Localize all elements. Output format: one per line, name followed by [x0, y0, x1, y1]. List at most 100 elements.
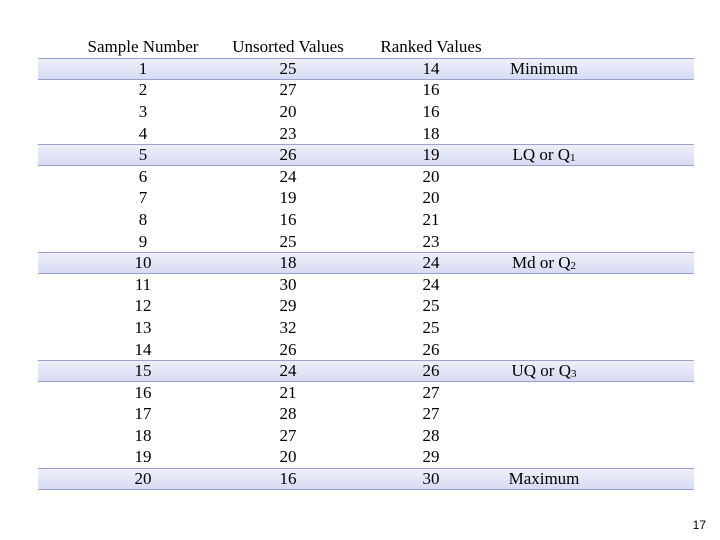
sample-number-cell: 4 — [138, 123, 148, 143]
statistic-label: Md or Q — [511, 253, 571, 273]
header-ranked-values: Ranked Values — [380, 37, 482, 56]
table-row: 19 20 29 — [38, 447, 694, 469]
table-header-row: Sample Number Unsorted Values Ranked Val… — [38, 36, 694, 58]
statistic-label-cell: Minimum — [484, 59, 604, 79]
statistic-label: Minimum — [509, 58, 578, 78]
sample-number-cell: 14 — [134, 339, 152, 359]
table-row: 6 24 20 — [38, 166, 694, 188]
ranked-value-cell: 25 — [422, 317, 440, 337]
sample-number-cell: 1 — [138, 58, 148, 78]
ranked-value-cell: 30 — [422, 469, 440, 489]
ranked-value-cell: 20 — [422, 166, 440, 186]
table-row: 1 25 14 Minimum — [38, 58, 694, 80]
sample-number-cell: 19 — [134, 447, 152, 467]
table-row: 17 28 27 — [38, 404, 694, 426]
table-row: 14 26 26 — [38, 339, 694, 361]
sample-number-cell: 7 — [138, 188, 148, 208]
table-row: 2 27 16 — [38, 80, 694, 102]
table-row: 12 29 25 — [38, 296, 694, 318]
ranked-value-cell: 18 — [422, 123, 440, 143]
statistic-label: UQ or Q — [511, 361, 572, 381]
statistic-subscript: 1 — [570, 152, 576, 165]
table-row: 9 25 23 — [38, 231, 694, 253]
unsorted-value-cell: 30 — [279, 274, 297, 294]
ranked-value-cell: 16 — [422, 80, 440, 100]
unsorted-value-cell: 23 — [279, 123, 297, 143]
sample-number-cell: 10 — [134, 253, 152, 273]
ranked-value-cell: 24 — [422, 253, 440, 273]
sample-number-cell: 12 — [134, 296, 152, 316]
sample-number-cell: 2 — [138, 80, 148, 100]
table-row: 18 27 28 — [38, 425, 694, 447]
statistic-subscript: 2 — [570, 260, 577, 273]
quartile-table: Sample Number Unsorted Values Ranked Val… — [38, 36, 694, 490]
sample-number-cell: 9 — [138, 231, 148, 251]
sample-number-cell: 18 — [134, 425, 152, 445]
unsorted-value-cell: 27 — [279, 80, 297, 100]
ranked-value-cell: 28 — [422, 425, 440, 445]
sample-number-cell: 16 — [134, 382, 152, 402]
sample-number-cell: 8 — [138, 209, 148, 229]
sample-number-cell: 11 — [134, 274, 152, 294]
ranked-value-cell: 29 — [422, 447, 440, 467]
ranked-value-cell: 14 — [422, 58, 440, 78]
ranked-value-cell: 26 — [422, 339, 440, 359]
unsorted-value-cell: 24 — [279, 361, 297, 381]
sample-number-cell: 17 — [134, 404, 152, 424]
table-row: 4 23 18 — [38, 123, 694, 145]
ranked-value-cell: 23 — [422, 231, 440, 251]
unsorted-value-cell: 27 — [279, 425, 297, 445]
ranked-value-cell: 24 — [422, 274, 440, 294]
table-row: 13 32 25 — [38, 317, 694, 339]
unsorted-value-cell: 25 — [279, 58, 297, 78]
sample-number-cell: 3 — [138, 101, 148, 121]
header-sample-number: Sample Number — [87, 37, 199, 56]
table-row: 16 21 27 — [38, 382, 694, 404]
ranked-value-cell: 21 — [422, 209, 440, 229]
unsorted-value-cell: 29 — [279, 296, 297, 316]
header-unsorted-values: Unsorted Values — [232, 37, 344, 56]
table-row: 7 19 20 — [38, 188, 694, 210]
table-row: 8 16 21 — [38, 209, 694, 231]
unsorted-value-cell: 16 — [279, 209, 297, 229]
sample-number-cell: 5 — [138, 145, 148, 165]
ranked-value-cell: 27 — [422, 404, 440, 424]
unsorted-value-cell: 25 — [279, 231, 297, 251]
sample-number-cell: 6 — [138, 166, 148, 186]
statistic-label: Maximum — [508, 469, 580, 489]
sample-number-cell: 13 — [134, 317, 152, 337]
sample-number-cell: 15 — [134, 361, 152, 381]
unsorted-value-cell: 20 — [279, 447, 297, 467]
statistic-subscript: 3 — [571, 368, 577, 381]
ranked-value-cell: 27 — [422, 382, 440, 402]
unsorted-value-cell: 24 — [279, 166, 297, 186]
sample-number-cell: 20 — [134, 469, 152, 489]
statistic-label-cell: Maximum — [484, 469, 604, 489]
unsorted-value-cell: 16 — [279, 469, 297, 489]
unsorted-value-cell: 26 — [279, 145, 297, 165]
statistic-label: LQ or Q — [512, 145, 571, 165]
ranked-value-cell: 20 — [422, 188, 440, 208]
unsorted-value-cell: 21 — [279, 382, 297, 402]
table-row: 20 16 30 Maximum — [38, 468, 694, 490]
table-row: 3 20 16 — [38, 101, 694, 123]
unsorted-value-cell: 18 — [279, 253, 297, 273]
page-number: 17 — [692, 518, 706, 532]
ranked-value-cell: 26 — [422, 361, 440, 381]
unsorted-value-cell: 32 — [279, 317, 297, 337]
unsorted-value-cell: 28 — [279, 404, 297, 424]
unsorted-value-cell: 19 — [279, 188, 297, 208]
table-row: 11 30 24 — [38, 274, 694, 296]
ranked-value-cell: 16 — [422, 101, 440, 121]
ranked-value-cell: 19 — [422, 145, 440, 165]
unsorted-value-cell: 26 — [279, 339, 297, 359]
unsorted-value-cell: 20 — [279, 101, 297, 121]
ranked-value-cell: 25 — [422, 296, 440, 316]
